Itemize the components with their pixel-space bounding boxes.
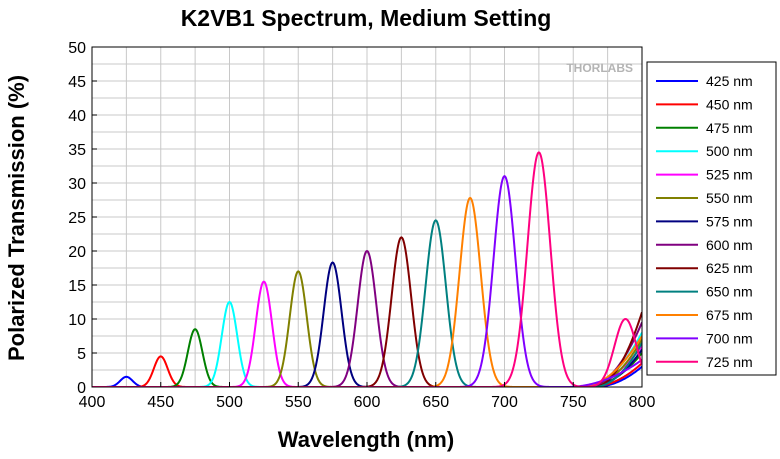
x-tick-label: 450: [147, 394, 174, 411]
legend-entry: 650 nm: [706, 284, 753, 300]
legend-entry: 525 nm: [706, 167, 753, 183]
legend-box: [646, 61, 777, 376]
legend-entry: 475 nm: [706, 120, 753, 136]
y-tick-label: 30: [68, 176, 86, 193]
legend-entry: 625 nm: [706, 260, 753, 276]
legend: 425 nm 450 nm 475 nm 500 nm 525 nm 550 nm 575 …: [646, 61, 777, 376]
y-tick-label: 0: [77, 380, 86, 397]
chart-title: K2VB1 Spectrum, Medium Setting: [181, 5, 552, 31]
x-axis-ticks: 400 450 500 550 600 650 700 750 800: [79, 382, 656, 411]
x-tick-label: 600: [354, 394, 381, 411]
y-tick-label: 45: [68, 74, 86, 91]
legend-entry: 500 nm: [706, 143, 753, 159]
series-line: [92, 328, 642, 387]
x-tick-label: 750: [560, 394, 587, 411]
x-axis-label: Wavelength (nm): [278, 427, 454, 452]
y-tick-label: 50: [68, 40, 86, 57]
legend-entry: 675 nm: [706, 307, 753, 323]
legend-entry: 725 nm: [706, 354, 753, 370]
y-tick-label: 10: [68, 312, 86, 329]
legend-entry: 550 nm: [706, 190, 753, 206]
watermark: THORLABS: [566, 61, 633, 75]
y-axis-label: Polarized Transmission (%): [4, 75, 29, 361]
series-line: [92, 249, 642, 387]
series-line: [92, 151, 642, 387]
y-axis-ticks: 0 5 10 15 20 25 30 35 40 45 50: [68, 40, 97, 397]
legend-entry: 700 nm: [706, 330, 753, 346]
x-tick-label: 800: [629, 394, 656, 411]
legend-entry: 450 nm: [706, 96, 753, 112]
x-tick-label: 500: [216, 394, 243, 411]
legend-entry: 600 nm: [706, 237, 753, 253]
x-tick-label: 650: [422, 394, 449, 411]
legend-entry: 425 nm: [706, 73, 753, 89]
y-tick-label: 40: [68, 108, 86, 125]
x-tick-label: 400: [79, 394, 106, 411]
x-tick-label: 700: [491, 394, 518, 411]
y-tick-label: 25: [68, 210, 86, 227]
legend-entry: 575 nm: [706, 213, 753, 229]
y-tick-label: 5: [77, 346, 86, 363]
y-tick-label: 20: [68, 244, 86, 261]
x-tick-label: 550: [285, 394, 312, 411]
y-tick-label: 35: [68, 142, 86, 159]
y-tick-label: 15: [68, 278, 86, 295]
